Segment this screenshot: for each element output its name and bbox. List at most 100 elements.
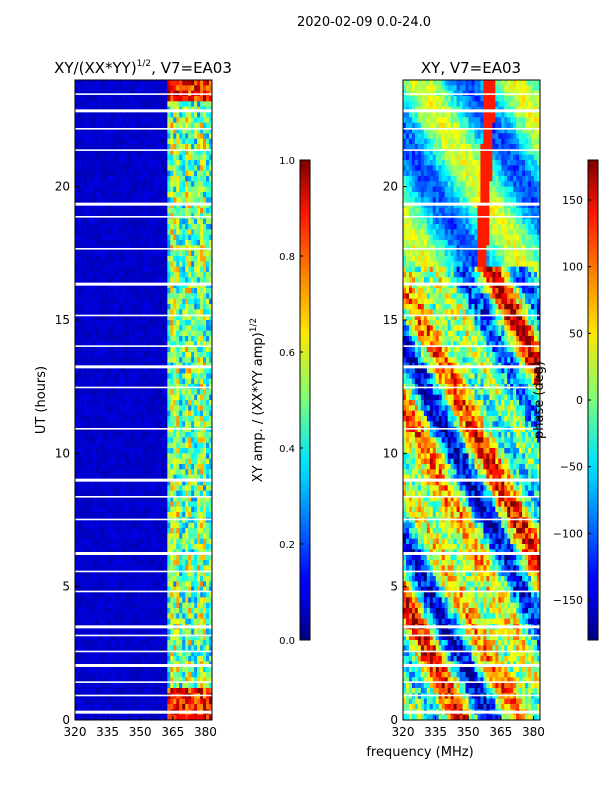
heatmap-cell [95, 368, 100, 374]
heatmap-cell [191, 320, 195, 326]
heatmap-cell [98, 218, 103, 225]
heatmap-cell [134, 469, 138, 476]
heatmap-cell [194, 437, 198, 444]
heatmap-cell [137, 490, 141, 497]
heatmap-cell [185, 400, 189, 406]
heatmap-cell [188, 224, 192, 230]
heatmap-cell [191, 645, 195, 652]
heatmap-cell [125, 618, 130, 625]
heatmap-cell [131, 656, 135, 662]
heatmap-cell [164, 304, 168, 310]
heatmap-cell [92, 645, 97, 652]
heatmap-cell [152, 421, 156, 428]
heatmap-cell [86, 144, 91, 150]
heatmap-cell [137, 629, 141, 636]
heatmap-cell [77, 352, 82, 358]
heatmap-cell [203, 416, 207, 422]
heatmap-cell [116, 133, 121, 140]
heatmap-cell [191, 304, 195, 310]
heatmap-cell [185, 410, 189, 417]
heatmap-cell [197, 474, 201, 481]
heatmap-cell [137, 533, 141, 540]
heatmap-cell [203, 234, 207, 241]
heatmap-cell [119, 277, 124, 284]
heatmap-cell [167, 240, 171, 246]
heatmap-cell [182, 581, 186, 588]
heatmap-cell [146, 512, 150, 518]
heatmap-cell [119, 613, 124, 620]
heatmap-cell [110, 266, 115, 273]
heatmap-cell [209, 197, 212, 204]
heatmap-cell [200, 570, 204, 577]
heatmap-cell [107, 634, 112, 641]
heatmap-cell [128, 266, 132, 273]
heatmap-cell [176, 181, 180, 188]
heatmap-cell [101, 229, 106, 236]
heatmap-cell [146, 250, 150, 257]
heatmap-cell [176, 448, 180, 454]
heatmap-cell [209, 170, 212, 177]
heatmap-cell [167, 250, 171, 257]
heatmap-cell [113, 122, 118, 129]
heatmap-cell [191, 650, 195, 657]
heatmap-cell [125, 368, 130, 374]
heatmap-cell [155, 458, 159, 465]
heatmap-cell [128, 410, 132, 417]
heatmap-cell [182, 416, 186, 422]
heatmap-cell [167, 394, 171, 401]
heatmap-cell [143, 112, 147, 118]
heatmap-cell [119, 640, 124, 646]
heatmap-cell [119, 602, 124, 609]
heatmap-cell [191, 602, 195, 609]
heatmap-cell [80, 181, 85, 188]
heatmap-cell [197, 192, 201, 198]
heatmap-cell [194, 154, 198, 161]
heatmap-cell [167, 224, 171, 230]
heatmap-cell [80, 480, 85, 486]
heatmap-cell [149, 304, 153, 310]
heatmap-cell [143, 613, 147, 620]
heatmap-cell [125, 373, 130, 380]
heatmap-cell [173, 325, 177, 332]
heatmap-cell [119, 176, 124, 182]
heatmap-cell [104, 346, 109, 353]
heatmap-cell [119, 298, 124, 305]
heatmap-cell [209, 112, 212, 118]
heatmap-cell [89, 656, 94, 662]
heatmap-cell [164, 181, 168, 188]
heatmap-cell [128, 250, 132, 257]
heatmap-cell [104, 389, 109, 396]
heatmap-cell [167, 208, 171, 214]
heatmap-cell [197, 544, 201, 550]
heatmap-cell [101, 506, 106, 513]
heatmap-cell [110, 261, 115, 268]
heatmap-cell [92, 613, 97, 620]
heatmap-cell [191, 458, 195, 465]
heatmap-cell [176, 138, 180, 145]
heatmap-cell [122, 453, 127, 460]
heatmap-cell [149, 613, 153, 620]
heatmap-cell [77, 597, 82, 604]
heatmap-cell [122, 410, 127, 417]
heatmap-cell [197, 234, 201, 241]
heatmap-cell [164, 533, 168, 540]
heatmap-cell [101, 208, 106, 214]
heatmap-cell [179, 181, 183, 188]
heatmap-cell [86, 640, 91, 646]
heatmap-cell [134, 416, 138, 422]
heatmap-cell [128, 336, 132, 342]
heatmap-cell [182, 389, 186, 396]
heatmap-cell [86, 522, 91, 529]
heatmap-cell [182, 208, 186, 214]
heatmap-cell [182, 165, 186, 172]
heatmap-cell [140, 645, 144, 652]
heatmap-cell [77, 613, 82, 620]
heatmap-cell [104, 533, 109, 540]
heatmap-cell [75, 533, 79, 540]
heatmap-cell [143, 506, 147, 513]
heatmap-cell [143, 554, 147, 561]
heatmap-cell [197, 346, 201, 353]
heatmap-cell [89, 432, 94, 438]
heatmap-cell [194, 629, 198, 636]
heatmap-cell [92, 165, 97, 172]
